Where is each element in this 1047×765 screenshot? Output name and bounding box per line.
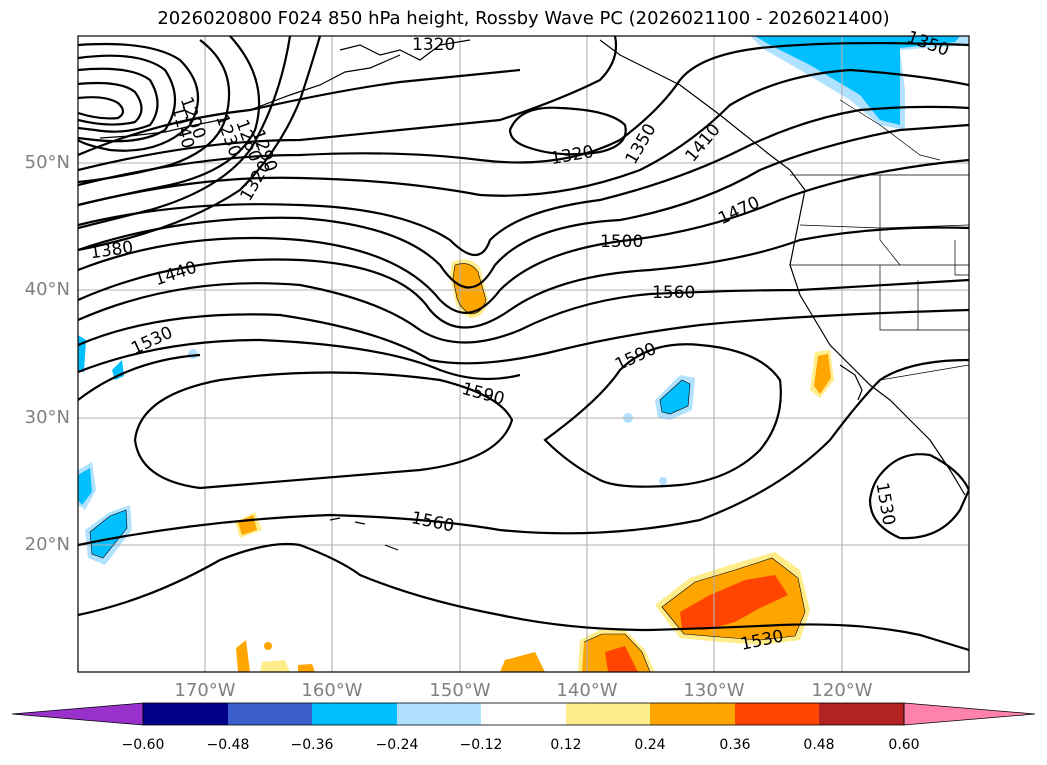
- lat-label: 40°N: [24, 279, 70, 300]
- colorbar-bin: [481, 703, 566, 725]
- colorbar-bin: [650, 703, 735, 725]
- colorbar-tick-label: −0.36: [290, 737, 334, 753]
- colorbar-tick-label: −0.12: [459, 737, 503, 753]
- lon-label: 120°W: [811, 680, 873, 701]
- anomaly-shading: [78, 36, 969, 672]
- colorbar-extend-high: [903, 702, 1036, 726]
- colorbar-bin: [143, 703, 228, 725]
- map-title: 2026020800 F024 850 hPa height, Rossby W…: [157, 8, 890, 29]
- colorbar-tick-label: 0.60: [888, 737, 920, 753]
- lon-label: 140°W: [556, 680, 618, 701]
- shading-outlines: [89, 263, 806, 672]
- colorbar-tick-label: −0.60: [121, 737, 165, 753]
- colorbar-extend-low: [11, 702, 144, 726]
- lon-label: 150°W: [429, 680, 491, 701]
- colorbar-tick-label: 0.24: [634, 737, 666, 753]
- lat-label: 50°N: [24, 152, 70, 173]
- colorbar-tick-label: 0.48: [803, 737, 835, 753]
- lon-label: 130°W: [683, 680, 745, 701]
- colorbar-tick-label: 0.36: [719, 737, 751, 753]
- colorbar-bin: [819, 703, 904, 725]
- lat-label: 30°N: [24, 407, 70, 428]
- plot-frame: [77, 35, 970, 673]
- lon-label: 170°W: [174, 680, 236, 701]
- colorbar-bin: [566, 703, 650, 725]
- colorbar-bin: [228, 703, 312, 725]
- colorbar-tick-label: −0.24: [375, 737, 419, 753]
- negative-anomaly-core: [755, 36, 960, 125]
- lon-label: 160°W: [301, 680, 363, 701]
- colorbar-bin: [735, 703, 819, 725]
- plot-area: [78, 36, 969, 672]
- lat-label: 20°N: [24, 534, 70, 555]
- contour-label: 1560: [652, 283, 695, 303]
- colorbar-tick-label: 0.12: [550, 737, 582, 753]
- contour-label: 1500: [600, 232, 643, 252]
- colorbar-bin: [397, 703, 481, 725]
- graticule: [78, 36, 969, 672]
- positive-anomaly-core: [453, 263, 486, 314]
- colorbar: [11, 702, 1036, 726]
- height-contours: [78, 36, 969, 652]
- contour-label: 1320: [412, 35, 455, 55]
- colorbar-tick-label: −0.48: [206, 737, 250, 753]
- colorbar-bin: [312, 703, 397, 725]
- political-borders: [790, 99, 969, 381]
- coastlines: [99, 39, 966, 551]
